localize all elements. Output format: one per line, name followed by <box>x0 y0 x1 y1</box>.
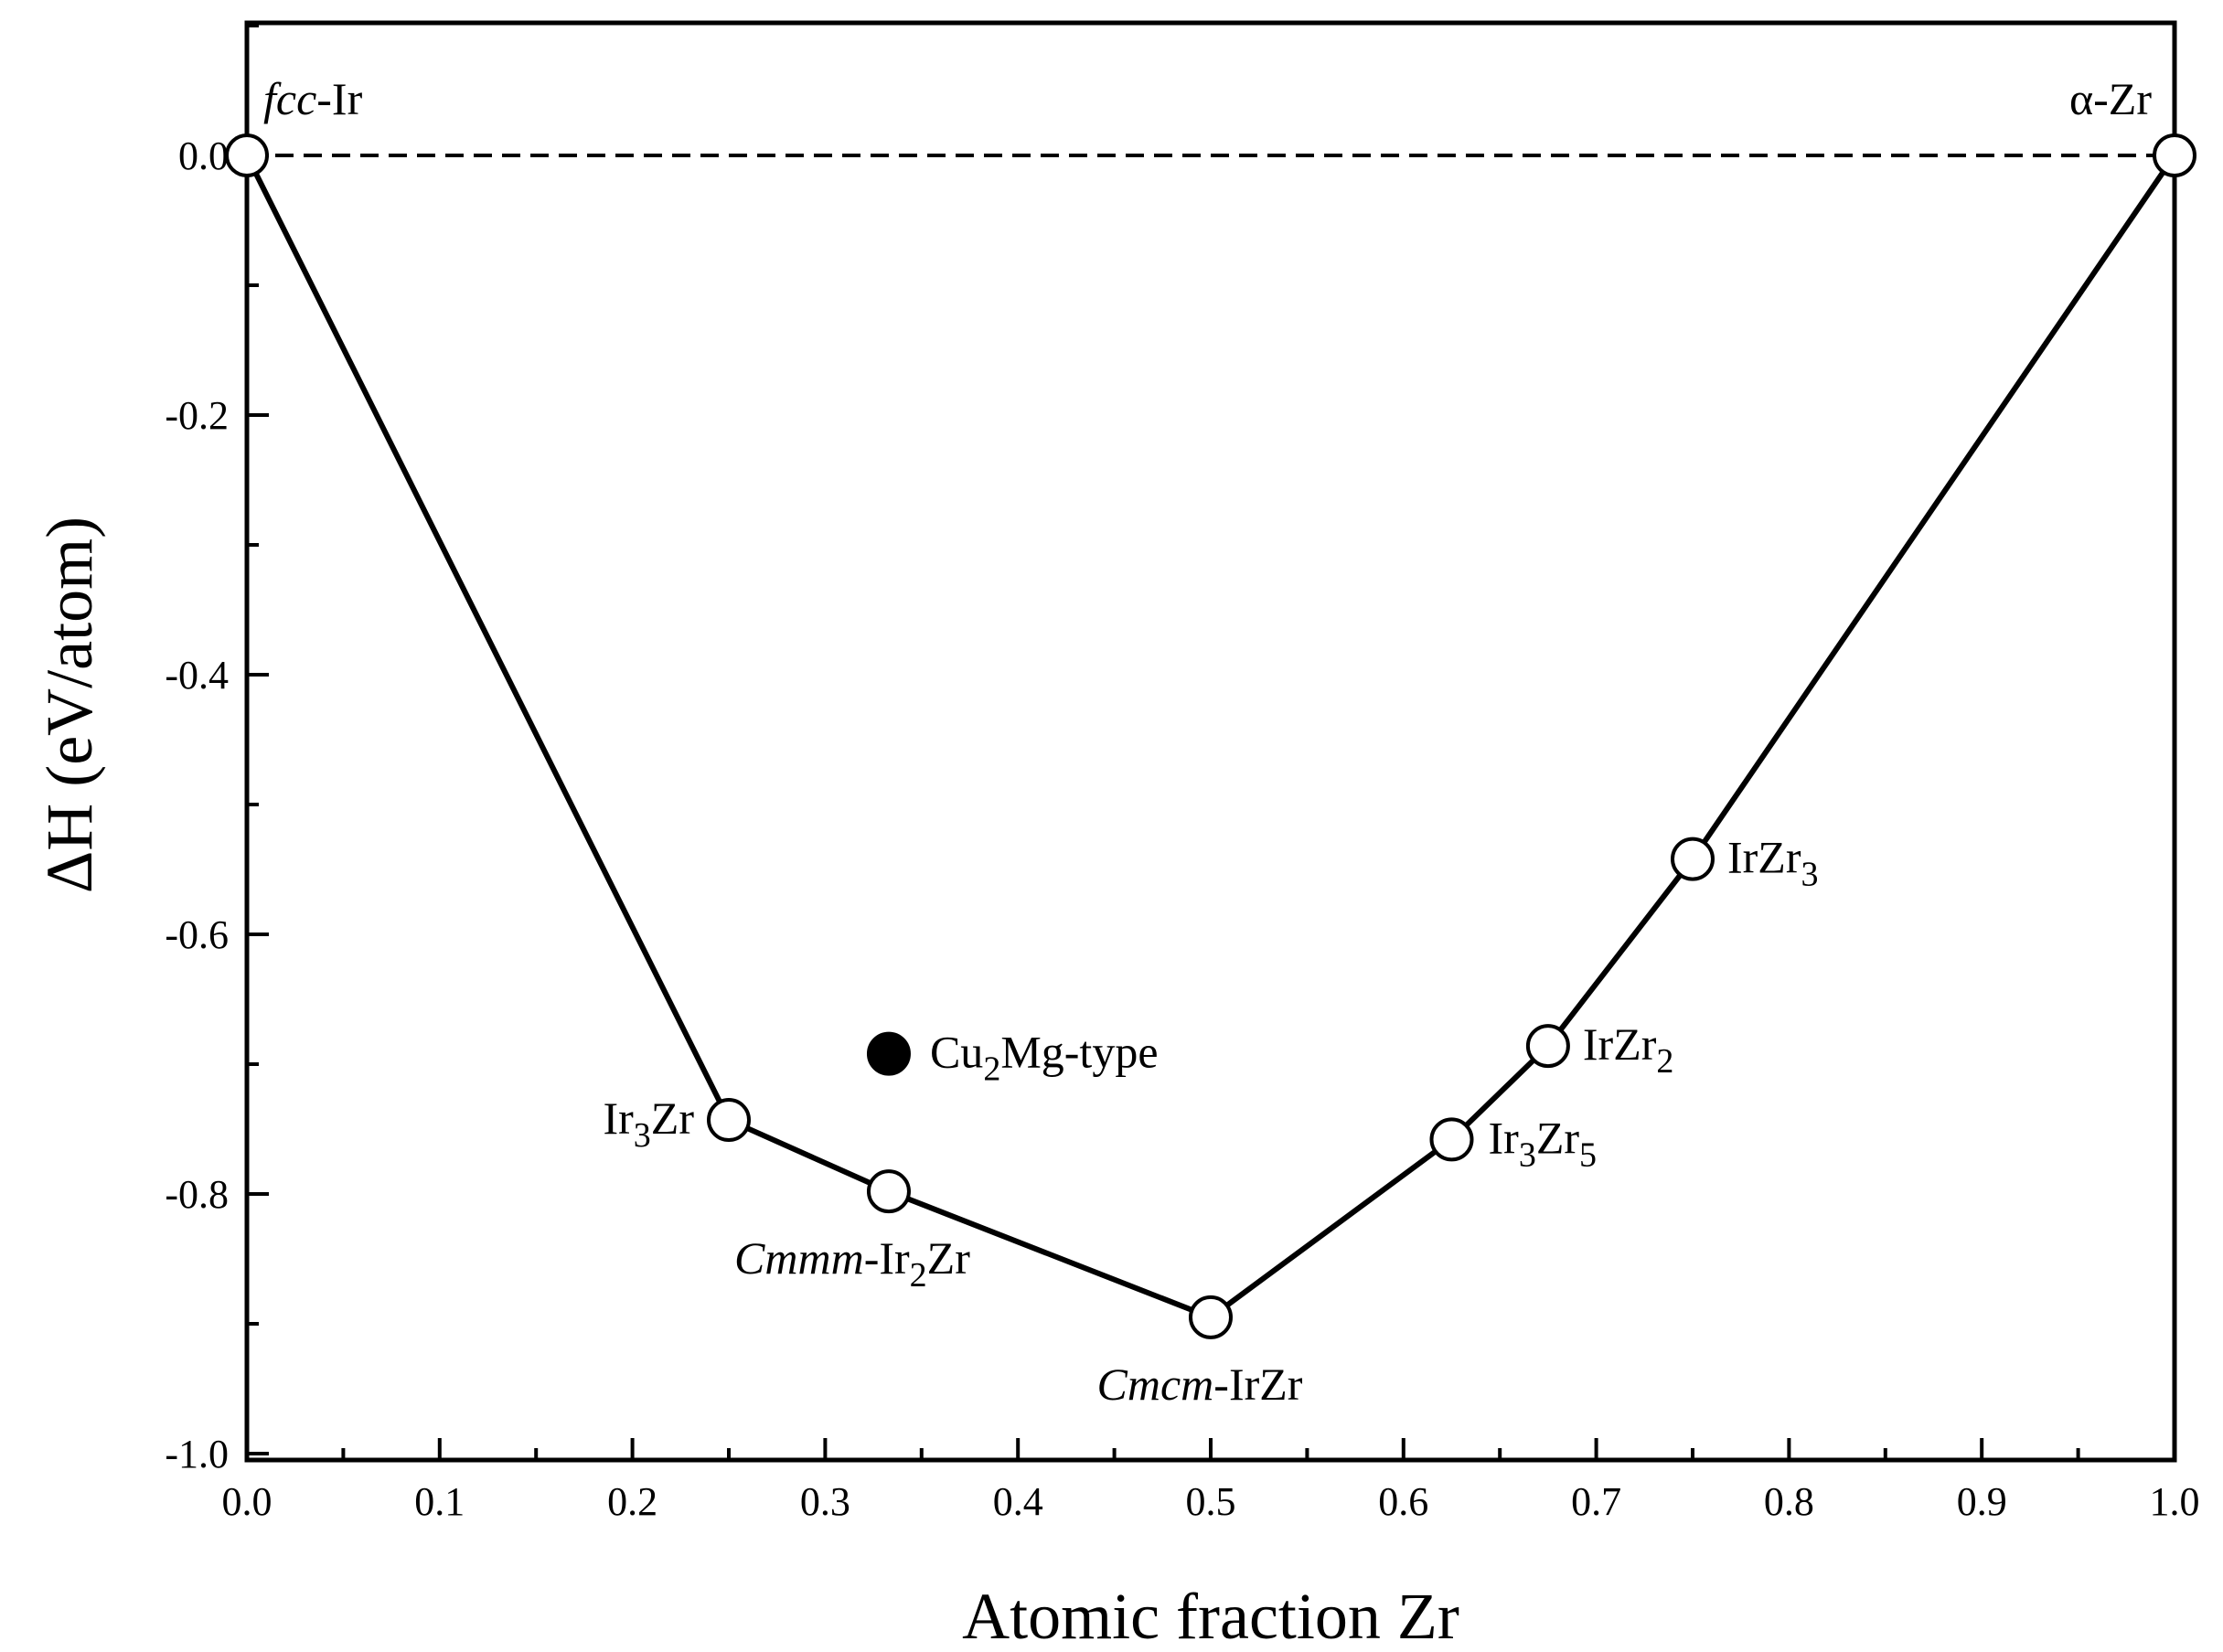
point-label: fcc-Ir <box>263 73 363 124</box>
point-label-part: Cmmm <box>734 1232 864 1284</box>
x-tick-label: 0.8 <box>1764 1479 1814 1524</box>
x-tick-label: 0.3 <box>800 1479 850 1524</box>
point-label-part: 5 <box>1579 1135 1597 1174</box>
data-points <box>225 133 2196 1339</box>
y-tick-label: -1.0 <box>165 1432 229 1476</box>
point-label-part: 3 <box>1801 856 1819 894</box>
point-label: IrZr3 <box>1727 832 1819 894</box>
point-label: Cmmm-Ir2Zr <box>734 1232 970 1295</box>
point-label-part: 2 <box>910 1256 927 1295</box>
hull-point-marker <box>866 1169 911 1214</box>
point-label-part: Mg-type <box>1000 1027 1158 1078</box>
x-axis-title: Atomic fraction Zr <box>962 1580 1459 1652</box>
point-label: IrZr2 <box>1583 1018 1674 1081</box>
point-label: Ir3Zr5 <box>1489 1112 1598 1174</box>
hull-line <box>244 154 2177 1320</box>
hull-point-marker <box>225 133 269 177</box>
hull-point-marker <box>1189 1295 1233 1339</box>
point-label-part: Ir <box>1489 1112 1520 1163</box>
off-hull-point-marker <box>866 1031 911 1076</box>
point-label-part: fcc <box>263 73 316 124</box>
point-label-part: -IrZr <box>1213 1359 1302 1410</box>
point-label-part: Ir <box>603 1092 634 1144</box>
x-tick-label: 1.0 <box>2150 1479 2200 1524</box>
point-label-part: Zr <box>1536 1112 1580 1163</box>
point-label-part: IrZr <box>1583 1018 1657 1070</box>
point-label-part: Zr <box>651 1092 695 1144</box>
y-tick-label: -0.8 <box>165 1172 229 1217</box>
point-label-part: 3 <box>1519 1135 1536 1174</box>
point-label: Cu2Mg-type <box>930 1027 1159 1089</box>
point-label: Ir3Zr <box>603 1092 694 1155</box>
y-tick-label: -0.6 <box>165 912 229 957</box>
point-label-part: -Ir <box>316 73 362 124</box>
point-label-part: 3 <box>634 1116 651 1155</box>
x-tick-label: 0.4 <box>993 1479 1043 1524</box>
point-label-part: IrZr <box>1727 832 1801 883</box>
hull-point-marker <box>1429 1117 1474 1162</box>
point-label-part: -Ir <box>864 1232 910 1284</box>
point-label-part: 2 <box>983 1050 1000 1089</box>
point-label-part: Cu <box>930 1027 983 1078</box>
point-label-part: Cmcm <box>1097 1359 1214 1410</box>
y-tick-label: -0.4 <box>165 653 229 698</box>
x-tick-label: 0.7 <box>1571 1479 1621 1524</box>
hull-point-marker <box>2153 133 2196 177</box>
y-tick-label: 0.0 <box>178 133 229 178</box>
point-label: Cmcm-IrZr <box>1097 1359 1303 1410</box>
hull-point-marker <box>707 1098 751 1143</box>
x-tick-label: 0.2 <box>607 1479 657 1524</box>
tick-marks <box>245 24 2176 1460</box>
y-axis-title: ΔH (eV/atom) <box>33 517 106 893</box>
point-label-part: Zr <box>927 1232 971 1284</box>
hull-point-marker <box>1671 837 1715 881</box>
point-label-part: α-Zr <box>2069 73 2152 124</box>
x-tick-label: 0.6 <box>1378 1479 1428 1524</box>
point-labels: fcc-IrIr3ZrCmmm-Ir2ZrCmcm-IrZrIr3Zr5IrZr… <box>263 73 2152 1410</box>
x-tick-label: 0.1 <box>414 1479 465 1524</box>
point-label-part: 2 <box>1656 1042 1673 1081</box>
axes <box>244 20 2177 1463</box>
hull-polyline <box>244 154 2177 1320</box>
plot-frame <box>244 20 2177 1463</box>
x-tick-label: 0.5 <box>1186 1479 1236 1524</box>
x-tick-label: 0.0 <box>222 1479 273 1524</box>
point-label: α-Zr <box>2069 73 2152 124</box>
y-tick-label: -0.2 <box>165 393 229 438</box>
tick-labels: 0.0 0.1 0.2 0.3 0.4 0.5 0.6 0.7 0.8 0.9 1.0 0.0 -0.2… <box>165 133 2199 1524</box>
hull-point-marker <box>1525 1024 1570 1069</box>
x-tick-label: 0.9 <box>1957 1479 2007 1524</box>
